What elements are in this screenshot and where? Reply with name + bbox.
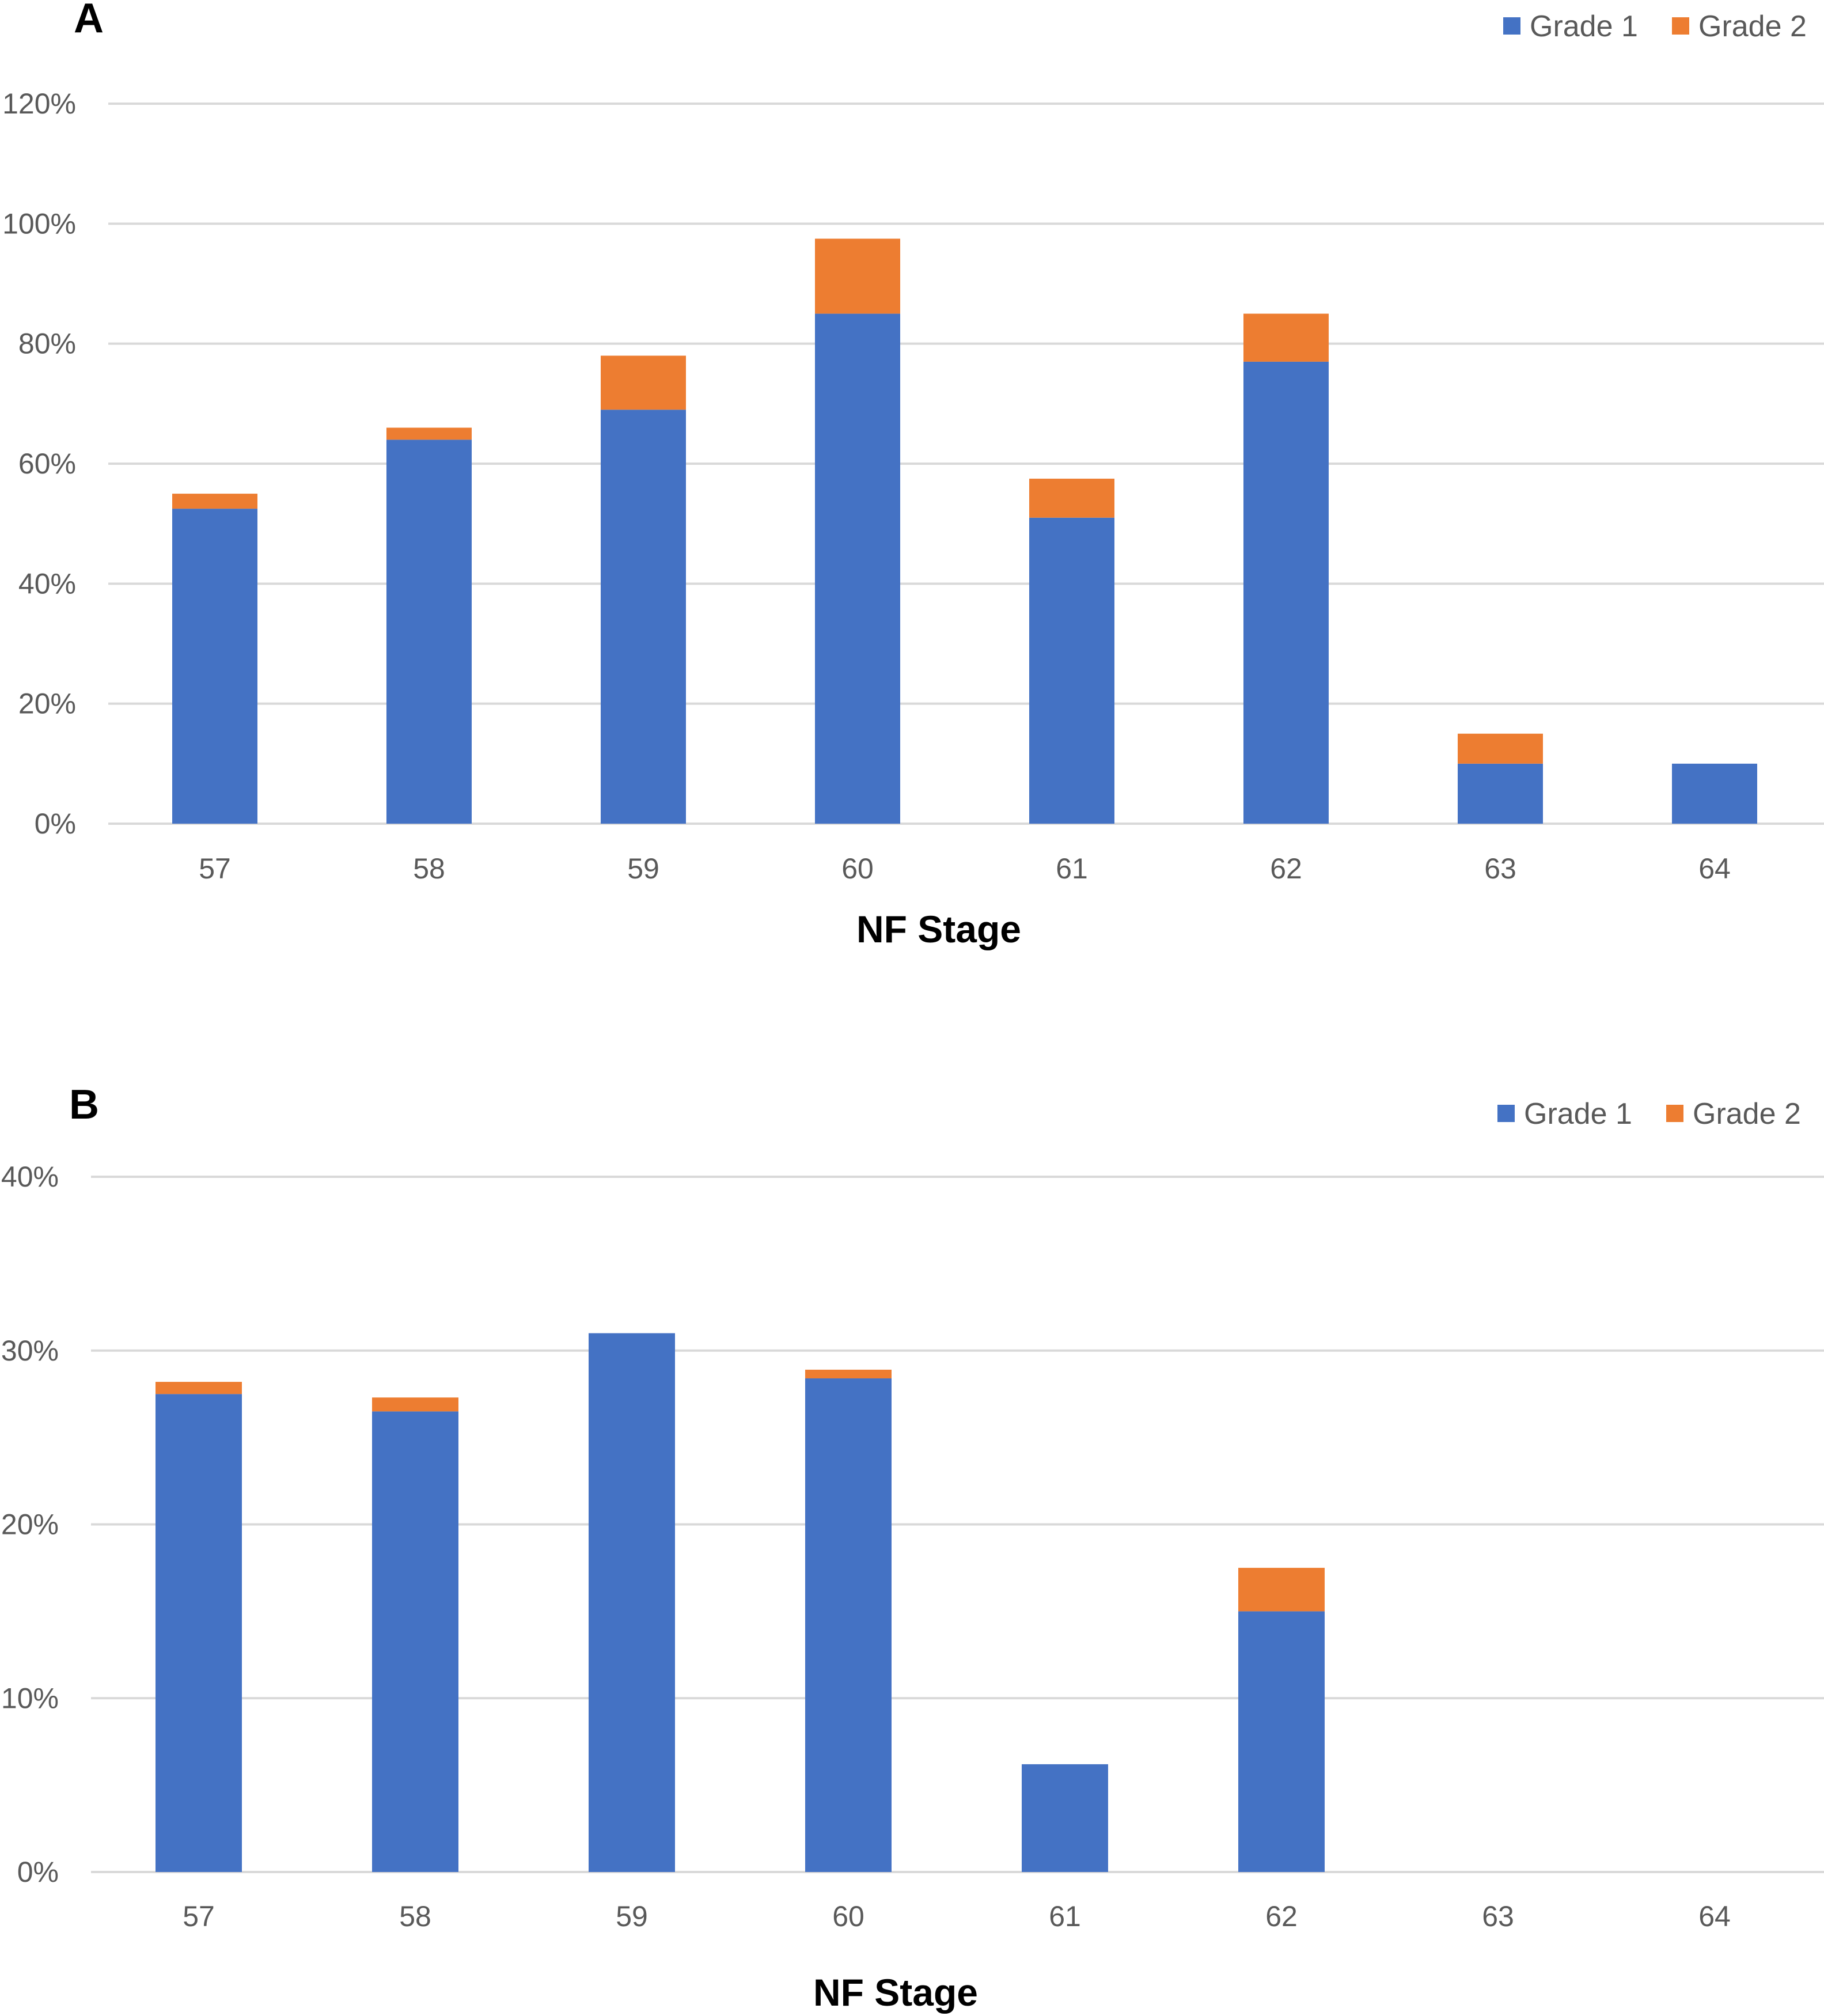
bar-grade-1-59 (601, 410, 686, 824)
bar-grade-1-60 (815, 313, 900, 824)
y-tick-label: 80% (18, 328, 76, 360)
x-tick-label: 62 (1270, 852, 1302, 885)
y-tick-label: 0% (35, 808, 76, 840)
y-tick-label: 40% (1, 1161, 59, 1193)
legend-label-grade-2: Grade 2 (1693, 1097, 1801, 1131)
bar-grade-1-61 (1022, 1764, 1108, 1872)
chart-panel-a: A 0% 20% 40% 60% 80% 100% 120% 57 58 59 60 61 62 63 6… (2, 0, 1824, 950)
bar-grade-2-57 (172, 494, 257, 509)
y-tick-labels: 0% 10% 20% 30% 40% (1, 1161, 59, 1888)
legend: Grade 1 Grade 2 (1503, 10, 1807, 43)
x-tick-label: 58 (399, 1900, 431, 1932)
legend-label-grade-1: Grade 1 (1524, 1097, 1632, 1131)
gridlines (108, 103, 1824, 825)
bar-grade-1-62 (1238, 1611, 1325, 1872)
legend-label-grade-2: Grade 2 (1698, 10, 1807, 43)
bars (172, 238, 1757, 824)
legend-swatch-grade-2 (1666, 1105, 1683, 1122)
x-tick-labels: 57 58 59 60 61 62 63 64 (199, 852, 1731, 885)
x-axis-title: NF Stage (813, 1971, 978, 2014)
y-tick-label: 120% (2, 88, 76, 120)
x-tick-label: 59 (627, 852, 659, 885)
x-tick-label: 62 (1265, 1900, 1298, 1932)
y-tick-labels: 0% 20% 40% 60% 80% 100% 120% (2, 88, 76, 840)
x-tick-label: 61 (1056, 852, 1088, 885)
bar-grade-2-61 (1029, 479, 1114, 518)
y-tick-label: 20% (1, 1509, 59, 1541)
x-tick-label: 57 (183, 1900, 215, 1932)
bar-grade-1-58 (386, 439, 472, 824)
bar-grade-1-57 (156, 1394, 242, 1872)
bar-grade-2-58 (372, 1397, 458, 1412)
y-tick-label: 60% (18, 448, 76, 480)
bar-grade-1-62 (1243, 361, 1329, 824)
bar-grade-1-63 (1458, 763, 1543, 824)
x-tick-label: 60 (832, 1900, 864, 1932)
panel-letter-a: A (74, 0, 104, 41)
bar-grade-2-58 (386, 427, 472, 440)
bar-grade-2-57 (156, 1382, 242, 1394)
y-tick-label: 100% (2, 207, 76, 240)
bar-grade-2-62 (1243, 313, 1329, 362)
panel-letter-b: B (69, 1082, 99, 1128)
y-tick-label: 30% (1, 1335, 59, 1367)
x-tick-label: 64 (1698, 1900, 1731, 1932)
x-tick-label: 64 (1698, 852, 1731, 885)
legend-swatch-grade-1 (1503, 17, 1520, 35)
bar-grade-1-60 (805, 1378, 892, 1872)
x-tick-labels: 57 58 59 60 61 62 63 64 (183, 1900, 1731, 1932)
bar-grade-1-58 (372, 1411, 458, 1872)
chart-panel-b: B 0% 10% 20% 30% 40% 57 58 59 60 61 62 63 64 Grade … (1, 1082, 1824, 2014)
x-tick-label: 59 (616, 1900, 648, 1932)
bars (156, 1333, 1325, 1872)
x-axis-title: NF Stage (856, 908, 1021, 950)
legend-swatch-grade-1 (1497, 1105, 1515, 1122)
bar-grade-1-61 (1029, 517, 1114, 824)
legend: Grade 1 Grade 2 (1497, 1097, 1801, 1131)
bar-grade-1-59 (589, 1333, 675, 1872)
x-tick-label: 63 (1482, 1900, 1514, 1932)
bar-grade-2-60 (805, 1369, 892, 1379)
x-tick-label: 61 (1049, 1900, 1081, 1932)
y-tick-label: 20% (18, 688, 76, 720)
bar-grade-2-63 (1458, 733, 1543, 764)
bar-grade-2-59 (601, 355, 686, 410)
gridlines (91, 1176, 1824, 1873)
x-tick-label: 63 (1484, 852, 1516, 885)
legend-swatch-grade-2 (1672, 17, 1689, 35)
bar-grade-2-62 (1238, 1567, 1325, 1612)
y-tick-label: 0% (17, 1856, 59, 1888)
x-tick-label: 58 (413, 852, 445, 885)
x-tick-label: 60 (841, 852, 874, 885)
bar-grade-2-60 (815, 238, 900, 314)
bar-grade-1-57 (172, 509, 257, 824)
bar-grade-1-64 (1672, 763, 1757, 824)
x-tick-label: 57 (199, 852, 231, 885)
y-tick-label: 40% (18, 567, 76, 600)
y-tick-label: 10% (1, 1682, 59, 1714)
legend-label-grade-1: Grade 1 (1530, 10, 1638, 43)
